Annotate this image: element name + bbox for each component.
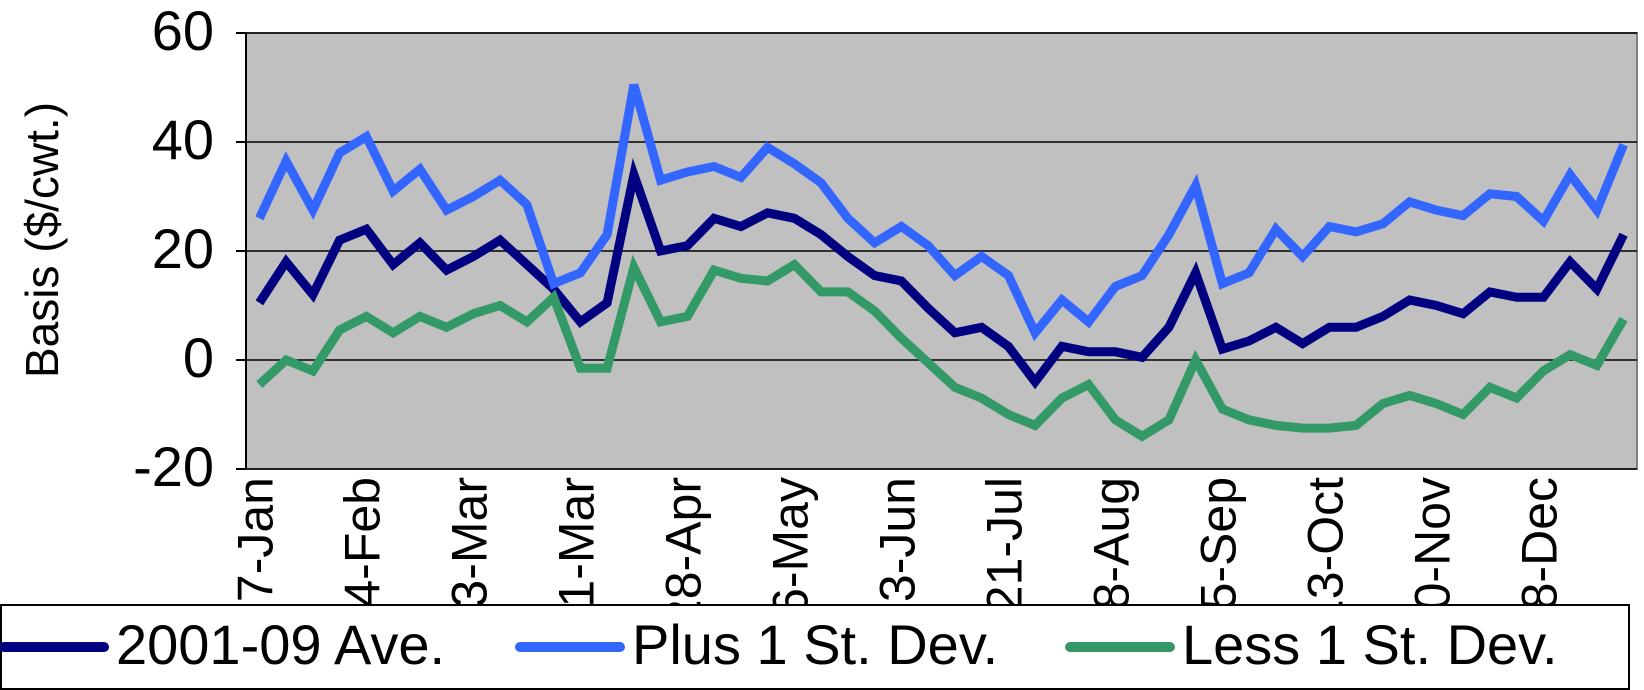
x-tick-label: 13-Oct [1298,477,1354,627]
series-line [255,83,1628,342]
series-line [256,254,1628,442]
x-tick-label: 7-Jan [228,477,284,602]
y-tick-label: -20 [133,435,214,498]
x-tick-label: 4-Feb [335,477,391,608]
x-tick-label: 21-Jul [977,477,1033,613]
y-tick-label: 40 [152,108,214,171]
series-line [255,157,1628,390]
legend-label: 2001-09 Ave. [116,613,445,676]
legend-label: Less 1 St. Dev. [1182,613,1558,676]
legend-label: Plus 1 St. Dev. [632,613,998,676]
y-tick-label: 0 [183,326,214,389]
x-tick-label: 3-Mar [442,477,498,608]
y-tick-label: 20 [152,217,214,280]
y-axis-label: Basis ($/cwt.) [16,102,68,378]
y-tick-label: 60 [152,0,214,62]
x-tick-label: 8-Dec [1512,477,1568,610]
x-tick-label: 28-Apr [656,477,712,627]
legend-box [0,604,1630,690]
